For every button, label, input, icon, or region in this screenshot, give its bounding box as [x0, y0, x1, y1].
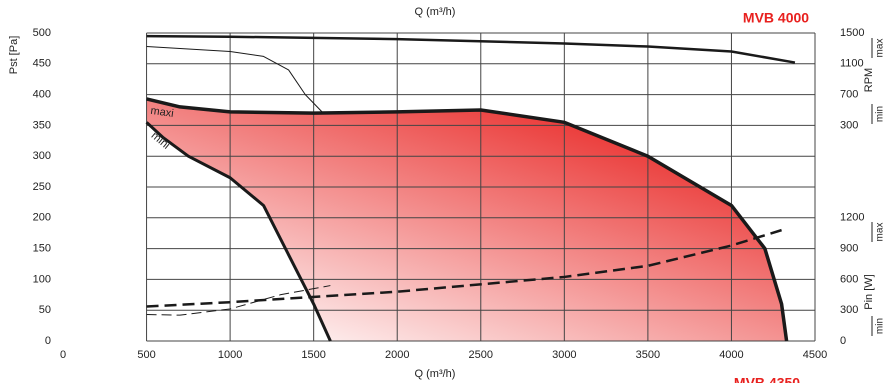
- y-tick-label: 50: [39, 304, 51, 316]
- y-tick-label: 500: [33, 27, 51, 39]
- y2-label: RPM: [863, 68, 875, 92]
- x-label-top: Q (m³/h): [415, 6, 456, 18]
- curve: [146, 228, 782, 308]
- y3-tick-label: 600: [840, 273, 858, 285]
- y-tick-label: 300: [33, 150, 51, 162]
- y-tick-label: 200: [33, 212, 51, 224]
- curve: [145, 121, 332, 342]
- y-tick-label: 350: [33, 119, 51, 131]
- x-tick-label: 1500: [301, 349, 325, 361]
- y-tick-label: 250: [33, 181, 51, 193]
- y-tick-label: 100: [33, 273, 51, 285]
- x-tick-label: 4000: [719, 349, 743, 361]
- range-label: min: [875, 318, 886, 334]
- x-label: Q (m³/h): [415, 368, 456, 380]
- y2-tick-label: 300: [840, 119, 858, 131]
- y3-tick-label: 1200: [840, 212, 864, 224]
- y-tick-label: 400: [33, 89, 51, 101]
- range-label: max: [875, 223, 886, 242]
- x-tick-label: 2500: [469, 349, 493, 361]
- y2-tick-label: 700: [840, 89, 858, 101]
- curve: [146, 285, 331, 316]
- y2-tick-label: 1100: [840, 58, 864, 70]
- y-tick-label: 0: [45, 335, 51, 347]
- series-label: maxi: [150, 105, 175, 120]
- range-label: max: [875, 39, 886, 58]
- x-tick-label: 2000: [385, 349, 409, 361]
- x-tick-label: 3500: [636, 349, 660, 361]
- model-title: MVB 4000: [743, 10, 809, 26]
- curve: [146, 46, 331, 114]
- x-tick-label: 4500: [803, 349, 827, 361]
- x-tick-label: 1000: [218, 349, 242, 361]
- curve: [146, 97, 789, 342]
- x-tick-label: 0: [60, 349, 66, 361]
- y3-tick-label: 300: [840, 304, 858, 316]
- operating-area: [146, 98, 787, 341]
- model-subtitle: MVB 4350: [734, 375, 800, 383]
- curve: [146, 34, 796, 64]
- x-tick-label: 3000: [552, 349, 576, 361]
- y3-tick-label: 900: [840, 243, 858, 255]
- y2-tick-label: 1500: [840, 27, 864, 39]
- x-tick-label: 500: [137, 349, 155, 361]
- y3-tick-label: 0: [840, 335, 846, 347]
- y-tick-label: 450: [33, 58, 51, 70]
- y-tick-label: 150: [33, 243, 51, 255]
- y3-label: Pin [W]: [863, 274, 875, 309]
- range-label: min: [875, 106, 886, 122]
- y-label: Pst [Pa]: [8, 36, 20, 75]
